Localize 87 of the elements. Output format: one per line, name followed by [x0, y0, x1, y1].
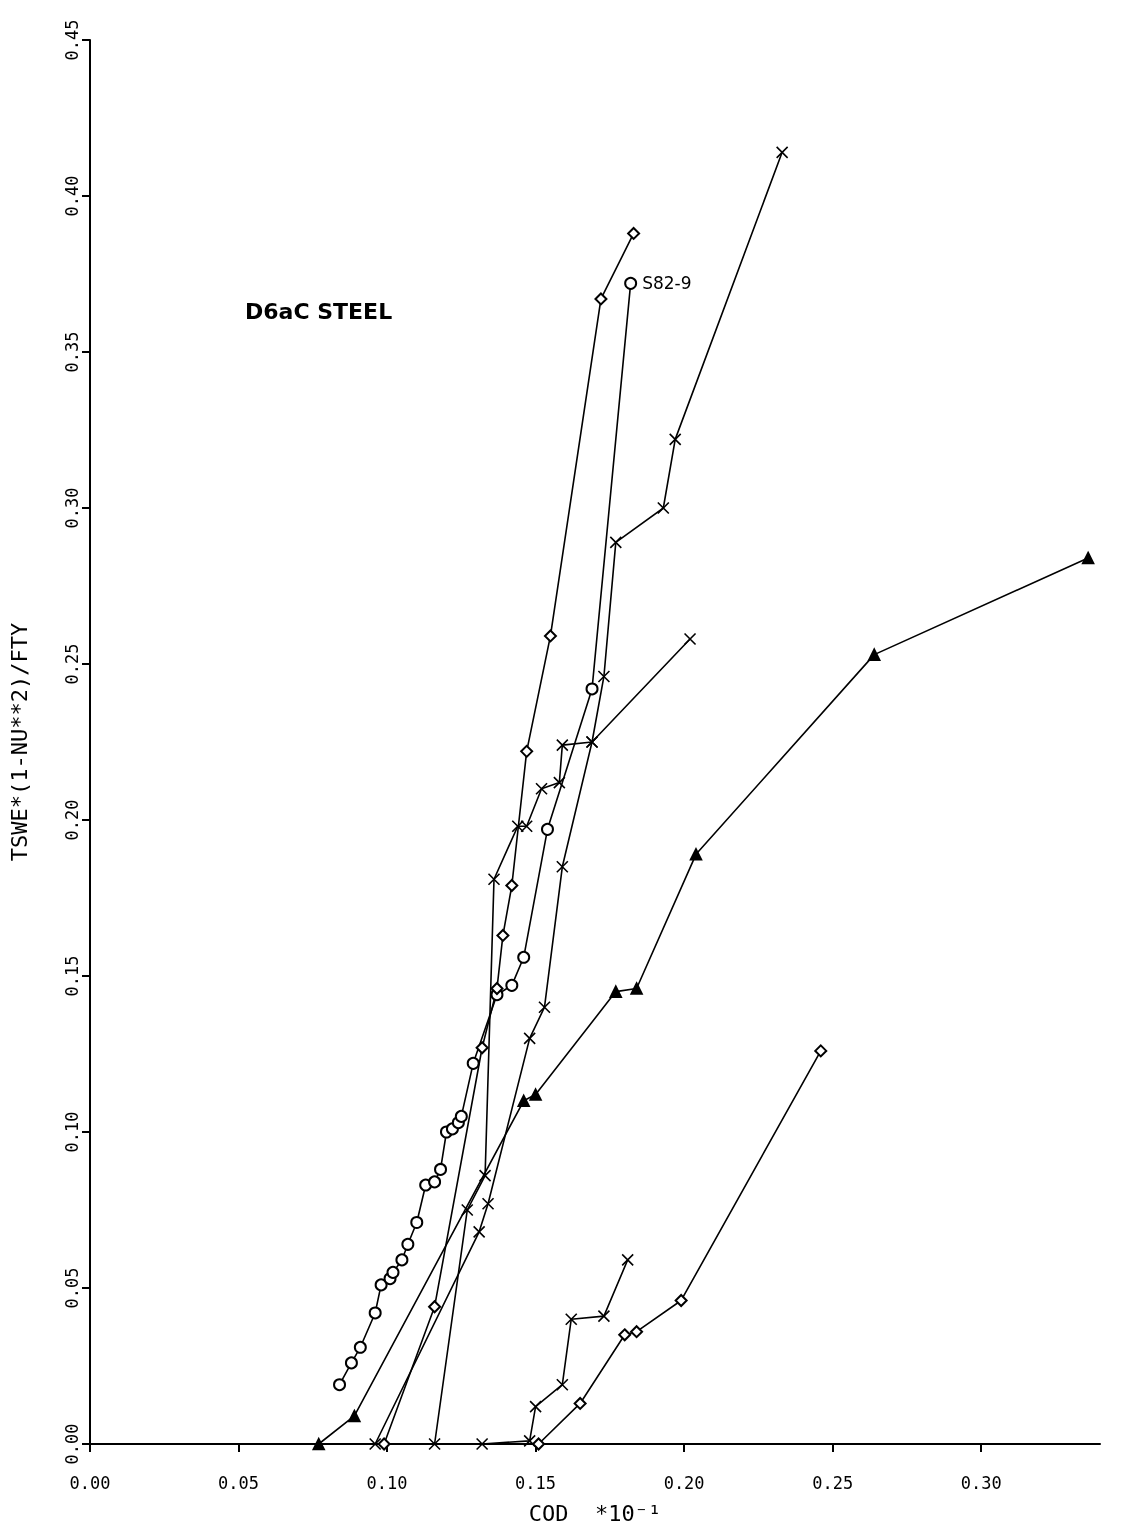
point: [374, 1278, 388, 1292]
point: [475, 1041, 489, 1055]
point: [585, 682, 599, 696]
point: [460, 1203, 474, 1217]
x-tick-label: 0.20: [663, 1472, 705, 1493]
point: [344, 1356, 358, 1370]
point: [1081, 551, 1095, 565]
point: [556, 1378, 569, 1392]
point: [867, 648, 881, 661]
point: [312, 1437, 326, 1451]
x-tick-label: 0.30: [960, 1472, 1002, 1493]
y-axis-title: TSWE*(1-NU**2)/FTY: [6, 622, 32, 862]
y-tick-label: 0.40: [61, 175, 82, 217]
point: [523, 1032, 536, 1045]
x-tick-label: 0.15: [515, 1472, 557, 1493]
point: [353, 1340, 367, 1354]
y-tick-label: 0.20: [61, 799, 82, 841]
point: [538, 1000, 551, 1014]
y-tick-label: 0.05: [61, 1267, 82, 1309]
point: [368, 1437, 382, 1451]
point: [386, 1265, 400, 1279]
annotation: D6aC STEEL: [245, 298, 393, 324]
point: [505, 879, 519, 893]
point: [668, 433, 682, 446]
x-tick-label: 0.10: [366, 1472, 408, 1493]
point: [618, 1328, 632, 1342]
point: [630, 982, 643, 995]
point: [454, 1109, 468, 1123]
y-tick-label: 0.30: [61, 487, 82, 529]
y-tick-label: 0.25: [61, 643, 82, 685]
point: [775, 146, 789, 159]
point: [556, 738, 569, 752]
y-tick-label: 0.00: [61, 1423, 82, 1465]
x-tick-label: 0.05: [218, 1472, 260, 1493]
point: [609, 536, 623, 549]
series-label: S82-9: [642, 273, 692, 294]
y-tick-label: 0.15: [61, 955, 82, 997]
point: [333, 1378, 347, 1392]
point: [517, 950, 531, 964]
point: [517, 1094, 531, 1108]
point: [689, 848, 703, 861]
point: [564, 1312, 578, 1326]
point: [556, 860, 569, 874]
point: [434, 1162, 448, 1176]
point: [368, 1306, 382, 1320]
point: [401, 1237, 415, 1251]
point: [674, 1293, 688, 1307]
point: [395, 1253, 409, 1267]
point: [490, 981, 504, 995]
point: [624, 276, 638, 290]
x-tick-label: 0.25: [812, 1472, 854, 1493]
point: [540, 822, 554, 836]
point: [594, 292, 608, 306]
point: [627, 226, 641, 240]
point: [478, 1169, 492, 1182]
point: [472, 1225, 486, 1239]
y-tick-label: 0.10: [61, 1111, 82, 1153]
point: [529, 1400, 542, 1413]
point: [609, 985, 623, 998]
point: [597, 1309, 611, 1323]
point: [487, 872, 501, 886]
point: [553, 776, 566, 789]
point: [475, 1437, 489, 1451]
point: [597, 670, 611, 683]
x-axis-title: COD *10⁻¹: [528, 1500, 662, 1526]
point: [573, 1396, 587, 1410]
point: [543, 629, 557, 643]
point: [481, 1197, 495, 1211]
point: [520, 744, 534, 758]
point: [535, 782, 548, 796]
point: [428, 1300, 442, 1314]
point: [496, 928, 510, 942]
point: [466, 1056, 480, 1070]
point: [657, 501, 670, 515]
y-tick-label: 0.35: [61, 331, 82, 373]
point: [348, 1409, 361, 1423]
point: [428, 1437, 441, 1451]
y-tick-label: 0.45: [61, 19, 82, 61]
point: [630, 1325, 644, 1339]
point: [621, 1253, 634, 1267]
point: [428, 1175, 442, 1189]
point: [505, 978, 519, 992]
point: [683, 632, 697, 646]
point: [814, 1044, 828, 1058]
point: [410, 1215, 424, 1229]
point: [523, 1434, 536, 1448]
point: [529, 1088, 542, 1101]
